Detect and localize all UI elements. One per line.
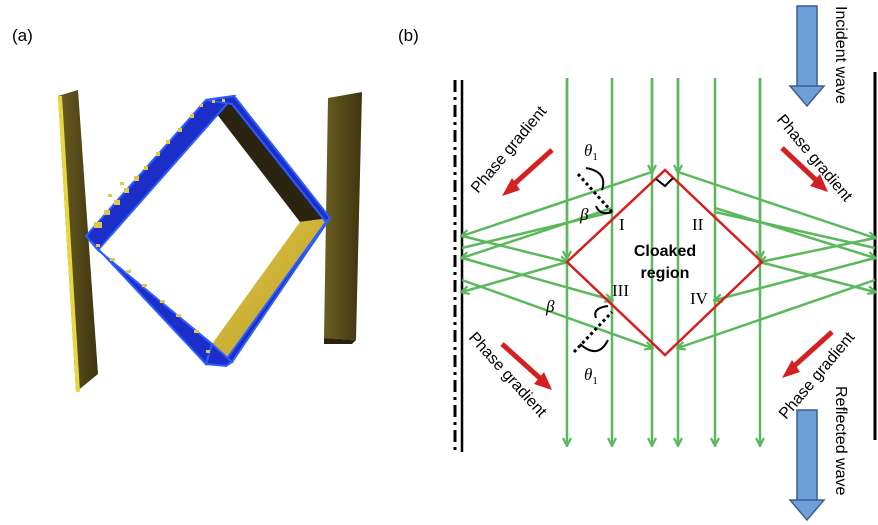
panel-a-label: (a) <box>12 26 33 45</box>
theta1-arc-upper <box>585 167 605 191</box>
region-III-label: III <box>612 281 629 300</box>
panel-b-diagram: Incident wave Reflected wave Phase gradi… <box>453 5 875 522</box>
frame-blue-topleft <box>84 94 237 252</box>
theta-subscript-lower: 1 <box>592 375 598 387</box>
normal-upper <box>576 172 614 214</box>
region-I-label: I <box>619 215 625 234</box>
theta1-upper-label: θ1 <box>584 141 598 163</box>
phase-gradient-upper-left: Phase gradient <box>468 103 551 197</box>
cloaked-region-boundary <box>565 168 764 357</box>
theta-symbol-upper: θ <box>584 141 592 160</box>
beta-lower-label: β <box>545 297 555 316</box>
left-slab-edge <box>58 96 80 392</box>
phase-gradient-arrows <box>500 146 834 390</box>
frame-blue-bottomleft <box>85 235 214 366</box>
theta1-lower-label: θ1 <box>584 365 598 387</box>
region-II-label: II <box>692 215 704 234</box>
reflected-wave-label: Reflected wave <box>832 386 849 495</box>
cloaked-label-line2: region <box>641 265 690 282</box>
beta-arc-upper <box>595 205 613 215</box>
panel-a-structure <box>58 90 362 392</box>
beta-arc-lower <box>594 305 609 319</box>
left-slab <box>58 90 98 392</box>
incident-wave-label: Incident wave <box>832 6 849 104</box>
phase-gradient-upper-right: Phase gradient <box>773 112 856 206</box>
theta-symbol-lower: θ <box>584 365 592 384</box>
right-slab <box>324 92 362 340</box>
diagonal-rays <box>462 170 875 348</box>
frame-inner-gold <box>212 218 330 362</box>
right-slab-side <box>324 338 356 344</box>
cloaked-label-line1: Cloaked <box>634 243 696 260</box>
frame-inner-dark <box>206 96 330 222</box>
right-angle-mark <box>655 177 674 188</box>
region-IV-label: IV <box>690 289 709 308</box>
incident-big-arrow <box>788 5 826 108</box>
beta-upper-label: β <box>579 205 589 224</box>
incident-rays <box>567 78 760 445</box>
reflected-big-arrow <box>788 409 826 522</box>
frame-gold-patches <box>94 99 225 353</box>
panel-b-label: (b) <box>398 26 419 45</box>
theta-subscript-upper: 1 <box>592 151 598 163</box>
theta1-arc-lower <box>579 339 609 352</box>
frame-blue-rim-right <box>224 217 331 364</box>
